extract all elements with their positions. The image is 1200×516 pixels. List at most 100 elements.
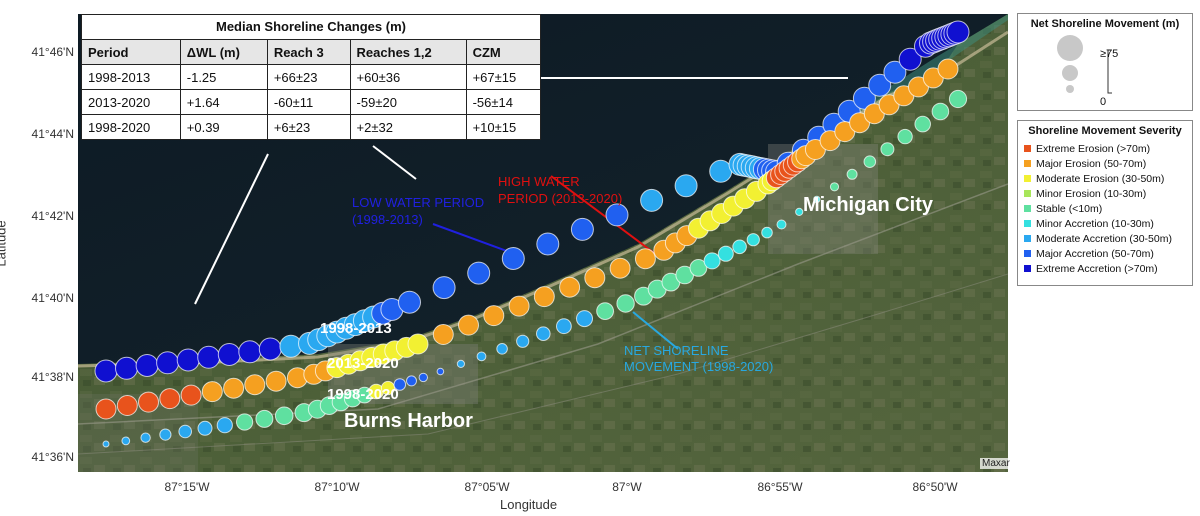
y-tick: 41°42'N [31,209,74,223]
header-reach3: Reach 3 [266,40,351,65]
transect-2013-2020 [223,377,245,399]
attribution: Maxar [980,458,1012,469]
transect-1998-2020 [931,102,950,121]
high-water-label: HIGH WATER PERIOD (2013-2020) [498,173,622,207]
x-tick: 87°15'W [164,480,210,494]
transect-1998-2020 [897,128,913,145]
transect-1998-2020 [776,219,787,230]
transect-1998-2020 [829,182,840,192]
transect-2013-2020 [432,324,454,345]
size-legend-graphic [1057,35,1112,94]
severity-swatch [1024,220,1031,227]
transect-1998-2020 [914,115,932,133]
cell: -56±14 [465,89,540,115]
burns-harbor-label: Burns Harbor [344,410,473,432]
severity-legend-item: Major Accretion (50-70m) [1024,246,1192,261]
header-dwl: ΔWL (m) [179,40,268,65]
transect-2013-2020 [609,257,631,279]
transect-1998-2013 [674,174,698,198]
transect-2013-2020 [584,267,606,289]
transect-1998-2020 [436,367,445,376]
y-tick: 41°46'N [31,45,74,59]
transect-1998-2020 [456,359,465,368]
severity-label: Stable (<10m) [1036,202,1103,215]
cell: 2013-2020 [82,89,181,115]
size-legend-max: ≥75 [1100,48,1119,60]
transect-2013-2020 [244,374,266,396]
x-axis-title: Longitude [500,497,558,512]
cell: 1998-2013 [82,64,181,90]
transect-1998-2020 [255,409,274,428]
header-reaches12: Reaches 1,2 [349,40,467,65]
table-row: 1998-2013 -1.25 +66±23 +60±36 +67±15 [82,64,540,90]
size-legend-small-circle [1066,85,1074,93]
leader-line-1 [194,153,269,305]
x-tick: 87°W [612,480,642,494]
transect-2013-2020 [533,286,555,308]
severity-label: Extreme Erosion (>70m) [1036,142,1151,155]
cell: +67±15 [465,64,540,90]
transect-1998-2020 [140,432,151,443]
size-legend: Net Shoreline Movement (m) ≥75 0 [1017,13,1193,111]
cell: +10±15 [465,114,540,139]
transect-1998-2013 [432,276,456,300]
size-legend-medium-circle [1062,65,1078,81]
low-water-label-line2: (1998-2013) [352,212,423,227]
transect-1998-2020 [418,372,428,383]
transect-1998-2020 [102,440,110,448]
severity-label: Moderate Erosion (30-50m) [1036,172,1165,185]
y-tick: 41°40'N [31,291,74,305]
cell: +6±23 [266,114,351,139]
transect-2013-2020 [483,305,505,327]
severity-label: Major Erosion (50-70m) [1036,157,1147,170]
severity-legend-item: Moderate Accretion (30-50m) [1024,231,1192,246]
size-legend-min: 0 [1100,96,1107,108]
transect-1998-2020 [159,428,172,441]
severity-legend-item: Moderate Erosion (30-50m) [1024,171,1192,186]
severity-swatch [1024,160,1031,167]
low-water-label-line1: LOW WATER PERIOD [352,195,485,210]
x-tick: 86°55'W [757,480,803,494]
severity-label: Extreme Accretion (>70m) [1036,262,1158,275]
michigan-city-label: Michigan City [803,194,934,216]
severity-legend-item: Stable (<10m) [1024,201,1192,216]
transect-1998-2020 [536,326,551,342]
satellite-map[interactable] [78,14,1008,472]
high-water-label-line2: PERIOD (2013-2020) [498,191,623,206]
transect-1998-2020 [846,168,858,180]
transect-1998-2013 [883,60,907,84]
cell: +1.64 [179,89,268,115]
transect-1998-2020 [795,207,804,216]
transect-1998-2020 [406,375,417,387]
severity-swatch [1024,205,1031,212]
transect-1998-2013 [94,359,118,383]
transect-1998-2013 [852,86,876,110]
severity-legend-item: Major Erosion (50-70m) [1024,156,1192,171]
label-2013-2020: 2013-2020 [327,355,399,372]
transect-1998-2013 [536,232,560,256]
severity-label: Moderate Accretion (30-50m) [1036,232,1172,245]
low-water-label: LOW WATER PERIOD (1998-2013) [352,194,484,228]
transect-1998-2020 [746,233,760,247]
transect-2013-2020 [116,395,138,416]
transect-1998-2020 [596,302,614,321]
transect-2013-2020 [937,58,959,80]
cell: 1998-2020 [82,114,181,139]
high-water-arrow [550,175,659,257]
severity-swatch [1024,145,1031,152]
transect-1998-2020 [880,142,895,157]
transect-1998-2013 [946,20,970,44]
transect-2013-2020 [407,333,429,355]
label-1998-2013: 1998-2013 [320,320,392,337]
severity-swatch [1024,265,1031,272]
severity-swatch [1024,175,1031,182]
transect-2013-2020 [201,381,223,403]
transect-1998-2013 [501,247,525,270]
transect-1998-2013 [238,340,262,364]
cell: -1.25 [179,64,268,90]
severity-label: Major Accretion (50-70m) [1036,247,1154,260]
transect-2013-2020 [180,384,202,406]
net-movement-label-line1: NET SHORELINE [624,343,729,358]
y-tick: 41°36'N [31,450,74,464]
severity-legend-item: Minor Accretion (10-30m) [1024,216,1192,231]
